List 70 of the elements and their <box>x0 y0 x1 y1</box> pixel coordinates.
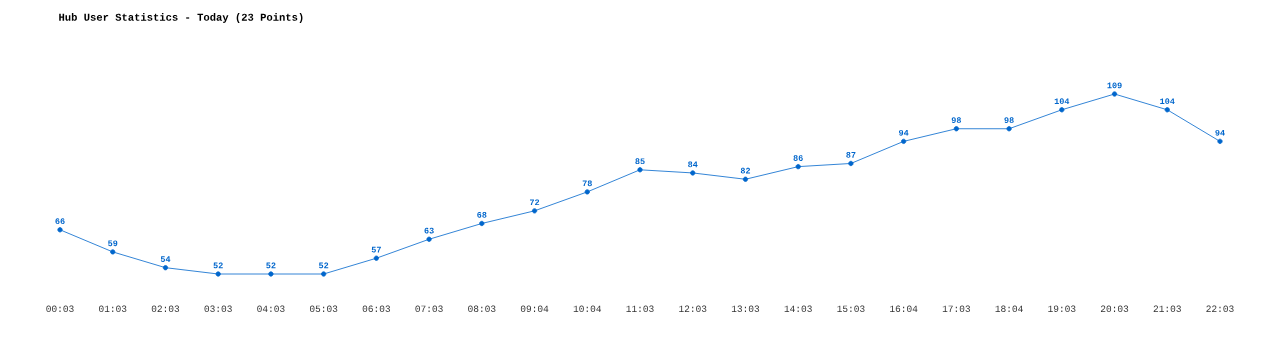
data-label: 59 <box>108 240 118 247</box>
x-tick-label: 06:03 <box>362 305 391 312</box>
x-tick-label: 21:03 <box>1153 305 1181 312</box>
point <box>110 249 116 255</box>
point <box>268 271 274 277</box>
x-tick-label: 02:03 <box>151 305 180 312</box>
data-label: 104 <box>1160 98 1175 105</box>
data-label: 66 <box>55 218 65 225</box>
x-tick-label: 05:03 <box>309 305 338 312</box>
point <box>953 126 959 132</box>
point <box>162 265 169 271</box>
point <box>321 271 327 277</box>
point <box>1164 107 1170 113</box>
point <box>795 164 801 170</box>
data-label: 63 <box>424 227 434 234</box>
x-tick-label: 13:03 <box>731 305 760 312</box>
x-tick-label: 20:03 <box>1100 305 1129 312</box>
data-label: 57 <box>371 246 381 253</box>
point <box>584 189 590 195</box>
x-tick-label: 08:03 <box>468 305 496 312</box>
data-label: 104 <box>1054 98 1070 105</box>
data-label: 98 <box>951 117 962 124</box>
point <box>1111 91 1118 97</box>
data-label: 52 <box>318 262 329 269</box>
x-tick-label: 01:03 <box>99 305 127 312</box>
point <box>57 227 63 233</box>
point <box>848 160 854 167</box>
x-tick-label: 18:04 <box>995 305 1023 312</box>
data-label: 82 <box>740 167 751 174</box>
data-label: 72 <box>529 199 540 206</box>
x-tick-label: 00:03 <box>46 305 74 312</box>
point <box>901 138 907 144</box>
point <box>373 255 379 261</box>
data-label: 94 <box>1215 129 1225 136</box>
point <box>426 236 432 242</box>
data-label: 52 <box>213 262 223 269</box>
data-label: 68 <box>477 211 487 218</box>
point <box>690 170 696 176</box>
x-tick-label: 11:03 <box>626 305 654 312</box>
chart-title: Hub User Statistics - Today (23 Points) <box>59 13 303 23</box>
data-label: 87 <box>846 151 856 158</box>
data-label: 109 <box>1107 82 1122 89</box>
x-tick-label: 16:04 <box>890 305 918 312</box>
x-tick-label: 04:03 <box>257 305 285 312</box>
x-tick-label: 12:03 <box>679 305 707 312</box>
data-label: 84 <box>688 161 698 168</box>
point <box>1006 126 1012 132</box>
point <box>742 176 749 182</box>
x-tick-label: 10:04 <box>573 305 602 312</box>
data-label: 98 <box>1004 117 1014 124</box>
point <box>637 167 643 173</box>
x-tick-label: 14:03 <box>784 305 812 312</box>
data-label: 94 <box>899 129 909 136</box>
data-label: 86 <box>793 155 803 161</box>
x-tick-label: 22:03 <box>1206 305 1234 312</box>
data-label: 85 <box>635 158 645 165</box>
x-tick-label: 17:03 <box>942 305 970 312</box>
point <box>531 208 538 214</box>
point <box>479 220 485 227</box>
data-label: 52 <box>266 262 276 269</box>
data-label: 54 <box>160 256 171 262</box>
x-tick-label: 09:04 <box>520 305 549 312</box>
point <box>215 271 221 277</box>
x-tick-label: 03:03 <box>204 305 232 312</box>
x-tick-label: 07:03 <box>415 305 443 312</box>
point <box>1217 138 1223 144</box>
point <box>1059 107 1065 113</box>
data-label: 78 <box>582 180 592 187</box>
x-tick-label: 15:03 <box>837 305 865 312</box>
x-tick-label: 19:03 <box>1048 305 1076 312</box>
